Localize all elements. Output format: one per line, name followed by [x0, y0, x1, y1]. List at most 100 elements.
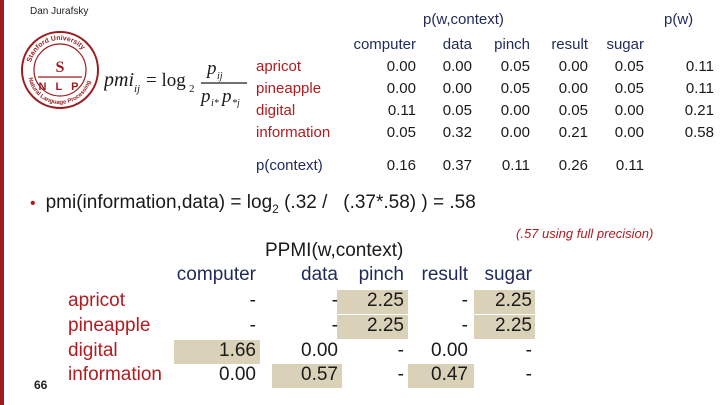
table-cell: - [249, 315, 256, 336]
pcontext-cell: 0.26 [558, 157, 588, 174]
page-number: 66 [34, 378, 48, 392]
bullet-dot: • [30, 195, 36, 212]
table-cell: 1.66 [219, 340, 256, 361]
column-header: computer [353, 36, 416, 53]
bullet-subscript: 2 [272, 201, 279, 216]
pcontext-cell: 0.16 [386, 157, 416, 174]
pcontext-cell: 0.11 [501, 157, 530, 174]
table-cell: 2.25 [367, 290, 404, 311]
table-cell: - [525, 364, 532, 385]
accent-bar [0, 0, 4, 405]
table-cell: 0.00 [386, 80, 416, 97]
table-cell: 0.00 [442, 58, 472, 75]
row-label: digital [256, 102, 296, 119]
joint-title: p(w,context) [423, 11, 504, 28]
table-cell: - [331, 290, 338, 311]
table-cell: 0.21 [558, 124, 588, 141]
marginal-cell: 0.11 [685, 58, 714, 75]
highlight-cell [337, 290, 408, 314]
highlight-cell [408, 364, 474, 388]
column-header: data [301, 264, 338, 285]
table-cell: 0.05 [614, 58, 644, 75]
table-cell: 0.05 [558, 102, 588, 119]
table-cell: 0.57 [301, 364, 338, 385]
table-cell: - [461, 315, 468, 336]
row-label: information [68, 364, 162, 385]
table-cell: 0.05 [500, 58, 530, 75]
precision-note: (.57 using full precision) [516, 226, 654, 241]
table-cell: 0.00 [558, 58, 588, 75]
svg-text:N L P: N L P [39, 81, 82, 93]
column-header: result [421, 264, 468, 285]
table-cell: 0.47 [431, 364, 468, 385]
table-cell: 0.05 [500, 80, 530, 97]
table-cell: - [461, 290, 468, 311]
table-cell: 0.00 [431, 340, 468, 361]
table-cell: 2.25 [367, 315, 404, 336]
row-label: pineapple [256, 80, 322, 97]
highlight-cell [474, 315, 535, 339]
marginal-title: p(w) [664, 11, 694, 28]
row-label: pineapple [68, 315, 151, 336]
pmi-formula: pmi ij = log 2 p ij p i* p *j [104, 58, 247, 108]
table-cell: 0.05 [442, 102, 472, 119]
table-cell: 0.00 [442, 80, 472, 97]
svg-text:= log: = log [146, 70, 186, 91]
svg-text:p: p [205, 58, 217, 79]
table-cell: 0.32 [442, 124, 472, 141]
marginal-cell: 0.21 [684, 102, 714, 119]
svg-text:S: S [56, 59, 65, 76]
table-cell: 0.05 [386, 124, 416, 141]
column-header: result [551, 36, 588, 53]
table-cell: 0.00 [500, 102, 530, 119]
stanford-nlp-logo: Stanford University Natural Language Pro… [21, 31, 99, 109]
table-cell: 0.00 [614, 102, 644, 119]
pcontext-label: p(context) [256, 157, 323, 174]
table-cell: 0.05 [614, 80, 644, 97]
table-cell: 0.00 [301, 340, 338, 361]
marginal-cell: 0.58 [684, 124, 714, 141]
table-cell: - [331, 315, 338, 336]
svg-text:*j: *j [232, 98, 240, 108]
table-cell: 2.25 [495, 290, 532, 311]
bullet-prefix: pmi(information,data) = log [45, 192, 273, 213]
highlight-cell [272, 364, 342, 388]
table-cell: 0.11 [387, 102, 416, 119]
column-header: computer [176, 264, 256, 285]
svg-text:i*: i* [211, 98, 219, 108]
pmi-example-bullet: • pmi(information,data) = log2 (.32 / (.3… [30, 192, 476, 216]
row-label: digital [68, 340, 118, 361]
column-header: pinch [494, 36, 530, 53]
svg-text:p: p [199, 86, 211, 107]
column-header: pinch [358, 264, 404, 285]
table-cell: 0.00 [558, 80, 588, 97]
row-label: apricot [256, 58, 302, 75]
joint-probability-table: p(w,context) p(w) computer data pinch re… [0, 0, 720, 190]
svg-text:p: p [220, 86, 232, 107]
svg-text:pmi: pmi [104, 69, 134, 91]
table-cell: 2.25 [495, 315, 532, 336]
ppmi-title: PPMI(w,context) [265, 240, 404, 261]
highlight-cell [174, 340, 260, 364]
bullet-suffix: (.32 / (.37*.58) ) = .58 [278, 192, 476, 213]
table-cell: - [249, 290, 256, 311]
table-cell: 0.00 [614, 124, 644, 141]
table-cell: - [397, 364, 404, 385]
row-label: apricot [68, 290, 126, 311]
marginal-cell: 0.11 [685, 80, 714, 97]
table-cell: - [397, 340, 404, 361]
row-label: information [256, 124, 331, 141]
highlight-cell [337, 315, 408, 339]
table-cell: - [525, 340, 532, 361]
table-cell: 0.00 [500, 124, 530, 141]
author-label: Dan Jurafsky [30, 6, 89, 17]
highlight-cell [474, 290, 535, 314]
pcontext-cell: 0.11 [615, 157, 644, 174]
svg-text:2: 2 [189, 83, 195, 95]
column-header: sugar [606, 36, 644, 53]
pcontext-cell: 0.37 [442, 157, 472, 174]
table-cell: 0.00 [386, 58, 416, 75]
column-header: data [442, 36, 472, 53]
column-header: sugar [484, 264, 532, 285]
